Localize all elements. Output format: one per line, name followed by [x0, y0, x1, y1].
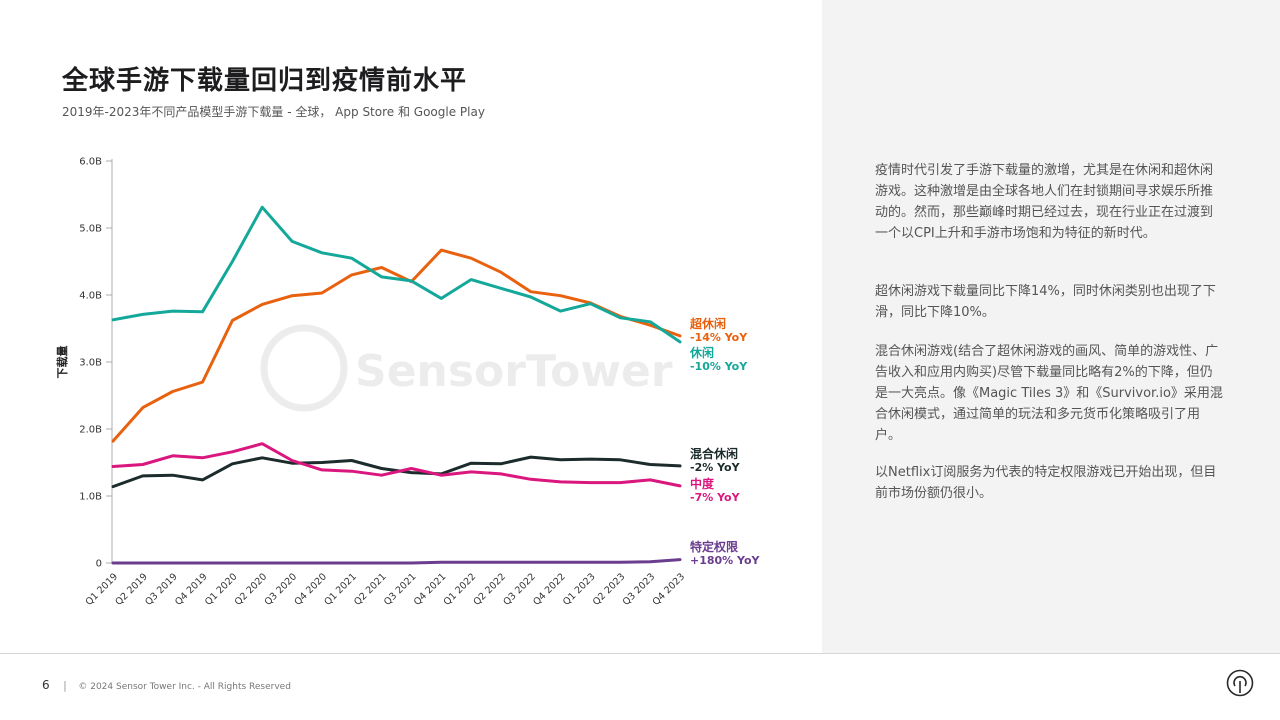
series-line-1 — [111, 248, 682, 443]
series-label-name: 超休闲 — [689, 316, 726, 331]
commentary-paragraph-3: 混合休闲游戏(结合了超休闲游戏的画风、简单的游戏性、广告收入和应用内购买)尽管下… — [875, 344, 1223, 443]
series-line-4 — [111, 442, 682, 488]
series-line-2 — [111, 205, 682, 344]
x-tick-label: Q4 2023 — [651, 571, 688, 608]
page-subtitle: 2019年-2023年不同产品模型手游下载量 - 全球， App Store 和… — [62, 105, 485, 119]
footer: 6 | © 2024 Sensor Tower Inc. - All Right… — [42, 678, 291, 692]
series-label-name: 休闲 — [689, 345, 714, 360]
footer-separator: | — [63, 679, 67, 692]
y-tick-label: 5.0B — [79, 224, 102, 235]
y-tick-label: 4.0B — [79, 291, 102, 302]
watermark-logo-icon — [260, 324, 348, 412]
sensor-tower-logo-icon — [1226, 669, 1254, 697]
y-tick-label: 6.0B — [79, 157, 102, 168]
series-label-yoy: -10% YoY — [690, 360, 748, 373]
page-number: 6 — [42, 678, 50, 692]
line-chart: SensorTower 0 1.0B 2.0B 3.0B 4.0B 5.0B 6.0B 下载量 Q… — [55, 157, 761, 608]
copyright-text: © 2024 Sensor Tower Inc. - All Rights Re… — [78, 682, 291, 692]
y-tick-label: 3.0B — [79, 358, 102, 369]
series-label-name: 中度 — [690, 476, 715, 491]
series-label-yoy: +180% YoY — [690, 554, 761, 567]
y-axis-title: 下载量 — [55, 346, 69, 379]
series-label-yoy: -2% YoY — [690, 461, 741, 474]
page-title: 全球手游下载量回归到疫情前水平 — [62, 66, 468, 96]
commentary-paragraph-1: 疫情时代引发了手游下载量的激增，尤其是在休闲和超休闲游戏。这种激增是由全球各地人… — [875, 163, 1214, 241]
footer-divider — [0, 653, 1280, 654]
y-tick-label: 1.0B — [79, 492, 102, 503]
series-label-yoy: -7% YoY — [690, 491, 741, 504]
y-tick-label: 2.0B — [79, 425, 102, 436]
series-label-name: 特定权限 — [690, 539, 738, 554]
series-line-5 — [111, 558, 682, 565]
series-label-name: 混合休闲 — [690, 446, 738, 461]
watermark: SensorTower — [260, 324, 673, 412]
watermark-text: SensorTower — [355, 346, 673, 397]
y-tick-label: 0 — [96, 559, 102, 570]
commentary-panel — [822, 0, 1280, 653]
series-label-yoy: -14% YoY — [690, 331, 748, 344]
commentary-paragraph-2: 超休闲游戏下载量同比下降14%，同时休闲类别也出现了下滑，同比下降10%。 — [875, 284, 1216, 320]
commentary-paragraph-4: 以Netflix订阅服务为代表的特定权限游戏已开始出现，但目前市场份额仍很小。 — [875, 465, 1217, 501]
